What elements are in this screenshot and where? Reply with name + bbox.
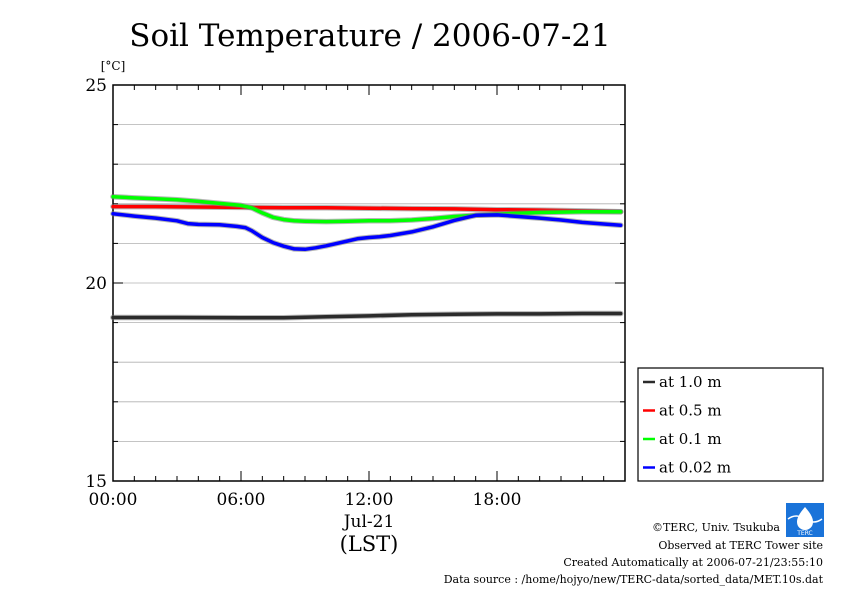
x-axis-date-label: Jul-21 <box>342 512 395 532</box>
credit-site: Observed at TERC Tower site <box>658 539 823 552</box>
gridlines <box>113 124 625 442</box>
series-line <box>111 211 623 252</box>
y-tick-label: 25 <box>85 76 107 96</box>
logo-text: TERC <box>796 530 813 537</box>
y-tick-label: 15 <box>85 472 107 492</box>
legend-label: at 1.0 m <box>659 373 722 391</box>
series-line <box>111 311 623 320</box>
legend-label: at 0.1 m <box>659 430 722 448</box>
legend-box <box>637 367 824 482</box>
chart-title: Soil Temperature / 2006-07-21 <box>129 18 611 54</box>
y-tick-label: 20 <box>85 274 107 294</box>
x-tick-label: 00:00 <box>89 490 138 510</box>
credit-created: Created Automatically at 2006-07-21/23:5… <box>563 556 823 569</box>
y-axis: 15 20 25 <box>85 76 625 492</box>
legend-label: at 0.02 m <box>659 459 731 477</box>
legend: at 1.0 m at 0.5 m at 0.1 m at 0.02 m <box>637 367 824 482</box>
x-axis: 00:00 06:00 12:00 18:00 <box>89 85 626 510</box>
y-axis-label: [°C] <box>101 59 126 73</box>
credit-data-source: Data source : /home/hojyo/new/TERC-data/… <box>444 573 824 586</box>
series-line <box>111 194 623 224</box>
x-axis-label: (LST) <box>340 532 399 556</box>
credit-copyright: ©TERC, Univ. Tsukuba <box>652 521 780 534</box>
wave-icon <box>787 515 823 523</box>
legend-label: at 0.5 m <box>659 402 722 420</box>
terc-logo: TERC <box>786 503 824 537</box>
x-tick-label: 18:00 <box>473 490 522 510</box>
series-lines <box>110 193 624 321</box>
x-tick-label: 12:00 <box>345 490 394 510</box>
x-tick-label: 06:00 <box>217 490 266 510</box>
